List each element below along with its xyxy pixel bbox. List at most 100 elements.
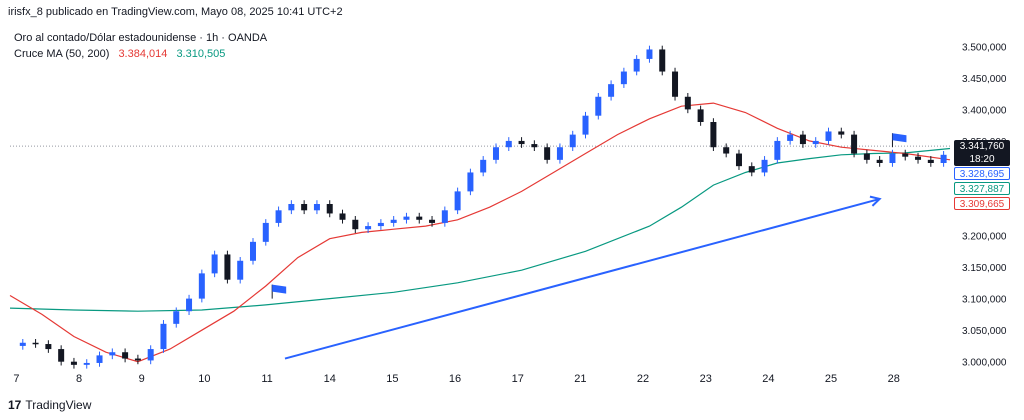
x-tick-label: 16 — [449, 373, 461, 385]
x-tick-label: 25 — [825, 373, 837, 385]
ma200-price-label: 3.327,887 — [954, 182, 1010, 195]
candle-body — [761, 159, 768, 173]
x-tick-label: 28 — [888, 373, 900, 385]
x-tick-label: 7 — [13, 373, 19, 385]
current-price-label: 3.341,760 18:20 — [954, 140, 1010, 166]
candle-body — [147, 349, 154, 361]
countdown-value: 18:20 — [969, 154, 995, 165]
y-tick-label: 3.450,000 — [962, 74, 1007, 85]
trend-arrow-group[interactable] — [284, 195, 882, 360]
candle-body — [186, 298, 193, 312]
candle-body — [684, 96, 691, 110]
x-tick-label: 9 — [139, 373, 145, 385]
candle-body — [70, 361, 77, 365]
ma50-price-label: 3.309,665 — [954, 197, 1010, 210]
ma50-line — [9, 102, 951, 363]
flags-group — [271, 133, 907, 299]
candle-body — [134, 358, 141, 361]
candle-body — [659, 49, 666, 72]
ma200-value: 3.310,505 — [176, 48, 226, 60]
candles-group — [19, 45, 947, 369]
candle-body — [505, 140, 512, 148]
candle-body — [876, 159, 883, 163]
candle-body — [467, 172, 474, 192]
x-tick-label: 8 — [76, 373, 82, 385]
x-tick-label: 24 — [762, 373, 774, 385]
y-tick-label: 3.500,000 — [962, 42, 1007, 53]
ma-indicator-row[interactable]: Cruce MA (50, 200) 3.384,014 3.310,505 — [14, 46, 267, 62]
candle-body — [723, 147, 730, 154]
candle-body — [352, 219, 359, 230]
candle-body — [390, 219, 397, 223]
candle-body — [211, 254, 218, 274]
candle-body — [416, 216, 423, 220]
candle-body — [748, 166, 755, 173]
candle-body — [825, 131, 832, 141]
candle-body — [787, 134, 794, 141]
candle-body — [940, 154, 947, 163]
x-tick-label: 21 — [574, 373, 586, 385]
trend-arrow-line — [284, 197, 880, 360]
candle-body — [480, 159, 487, 173]
blue-price-label: 3.328,695 — [954, 167, 1010, 180]
candle-body — [735, 153, 742, 167]
candle-body — [275, 210, 282, 223]
y-tick-label: 3.400,000 — [962, 105, 1007, 116]
candle-body — [109, 352, 116, 356]
x-tick-label: 11 — [261, 373, 272, 385]
candle-body — [556, 147, 563, 160]
candle-body — [889, 153, 896, 163]
x-tick-label: 23 — [700, 373, 712, 385]
x-tick-label: 17 — [512, 373, 524, 385]
brand-name: TradingView — [25, 398, 92, 412]
candle-body — [58, 349, 65, 362]
candle-body — [45, 344, 52, 350]
candle-body — [326, 204, 333, 214]
candle-body — [851, 134, 858, 154]
y-tick-label: 3.200,000 — [962, 232, 1007, 243]
candle-body — [83, 362, 90, 365]
candle-body — [544, 147, 551, 160]
candle-body — [403, 216, 410, 220]
footer-brand[interactable]: 17 TradingView — [8, 398, 91, 412]
candle-body — [582, 115, 589, 135]
x-tick-label: 14 — [324, 373, 336, 385]
flag-icon — [272, 284, 287, 294]
candle-body — [313, 204, 320, 211]
candle-body — [774, 140, 781, 160]
y-tick-label: 3.000,000 — [962, 358, 1007, 369]
candle-body — [915, 156, 922, 160]
ma200-line — [9, 147, 951, 312]
candle-body — [927, 159, 934, 163]
candle-body — [633, 58, 640, 72]
candle-body — [620, 71, 627, 85]
candle-body — [863, 153, 870, 160]
candle-body — [377, 222, 384, 227]
x-tick-label: 15 — [386, 373, 398, 385]
y-tick-label: 3.050,000 — [962, 326, 1007, 337]
time-axis[interactable]: 7 8 9 10 11 14 15 16 17 21 22 23 24 25 28 — [13, 373, 900, 385]
candle-body — [32, 342, 39, 345]
candle-body — [608, 84, 615, 97]
candle-body — [429, 219, 436, 223]
candle-body — [838, 131, 845, 135]
x-tick-label: 10 — [198, 373, 210, 385]
candle-body — [799, 134, 806, 145]
tradingview-logo-icon: 17 — [8, 398, 22, 412]
candle-body — [454, 191, 461, 211]
candle-body — [19, 342, 26, 346]
candle-body — [595, 96, 602, 116]
publish-caption: irisfx_8 publicado en TradingView.com, M… — [8, 6, 343, 18]
candle-body — [365, 226, 372, 230]
candle-body — [237, 260, 244, 280]
candle-body — [249, 241, 256, 261]
candle-body — [492, 147, 499, 160]
candle-body — [531, 144, 538, 148]
symbol-line: Oro al contado/Dólar estadounidense · 1h… — [14, 32, 268, 44]
current-price-value: 3.341,760 — [959, 141, 1005, 152]
ma50-value: 3.384,014 — [118, 48, 168, 60]
candle-body — [710, 122, 717, 148]
trend-arrow-head — [869, 195, 882, 207]
candle-body — [262, 222, 269, 242]
